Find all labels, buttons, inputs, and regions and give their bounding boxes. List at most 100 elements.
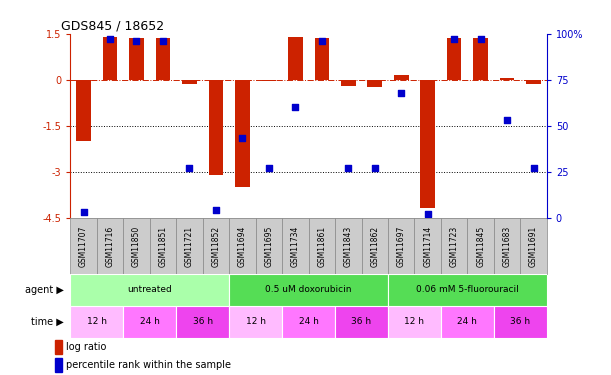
Bar: [229, 274, 388, 306]
Text: GSM11843: GSM11843: [344, 226, 353, 267]
Text: 12 h: 12 h: [87, 317, 107, 326]
Bar: [367, 80, 382, 87]
Bar: [97, 217, 123, 274]
Bar: [255, 217, 282, 274]
Bar: [55, 340, 62, 354]
Bar: [176, 217, 203, 274]
Point: [397, 90, 406, 96]
Text: GSM11695: GSM11695: [265, 226, 273, 267]
Bar: [500, 78, 514, 80]
Text: GSM11734: GSM11734: [291, 226, 300, 267]
Text: GSM11851: GSM11851: [158, 226, 167, 267]
Bar: [335, 306, 388, 338]
Text: GSM11694: GSM11694: [238, 226, 247, 267]
Text: 0.06 mM 5-fluorouracil: 0.06 mM 5-fluorouracil: [416, 285, 519, 294]
Text: 0.5 uM doxorubicin: 0.5 uM doxorubicin: [265, 285, 352, 294]
Point: [370, 165, 379, 171]
Point: [423, 211, 433, 217]
Bar: [388, 217, 414, 274]
Text: 12 h: 12 h: [246, 317, 266, 326]
Point: [502, 117, 512, 123]
Bar: [150, 217, 176, 274]
Point: [264, 165, 274, 171]
Point: [238, 135, 247, 141]
Bar: [414, 217, 441, 274]
Bar: [235, 80, 250, 187]
Bar: [70, 306, 123, 338]
Bar: [309, 217, 335, 274]
Bar: [262, 80, 276, 81]
Bar: [420, 80, 435, 209]
Bar: [441, 306, 494, 338]
Text: GSM11845: GSM11845: [476, 226, 485, 267]
Text: percentile rank within the sample: percentile rank within the sample: [66, 360, 231, 370]
Bar: [521, 217, 547, 274]
Text: GSM11714: GSM11714: [423, 226, 432, 267]
Bar: [388, 306, 441, 338]
Point: [317, 38, 327, 44]
Bar: [129, 38, 144, 80]
Text: GSM11861: GSM11861: [317, 226, 326, 267]
Text: agent ▶: agent ▶: [25, 285, 64, 295]
Point: [79, 209, 89, 215]
Bar: [70, 274, 229, 306]
Text: GSM11716: GSM11716: [106, 226, 114, 267]
Point: [476, 36, 486, 42]
Text: time ▶: time ▶: [31, 316, 64, 327]
Text: 24 h: 24 h: [299, 317, 318, 326]
Bar: [494, 217, 521, 274]
Point: [343, 165, 353, 171]
Bar: [288, 37, 302, 80]
Point: [105, 36, 115, 42]
Bar: [315, 38, 329, 80]
Text: GSM11852: GSM11852: [211, 226, 221, 267]
Bar: [176, 306, 229, 338]
Text: log ratio: log ratio: [66, 342, 106, 352]
Bar: [55, 358, 62, 372]
Bar: [362, 217, 388, 274]
Bar: [123, 217, 150, 274]
Bar: [282, 217, 309, 274]
Bar: [208, 80, 223, 175]
Bar: [123, 306, 176, 338]
Bar: [182, 80, 197, 84]
Bar: [156, 38, 170, 80]
Text: 12 h: 12 h: [404, 317, 425, 326]
Bar: [229, 306, 282, 338]
Bar: [70, 217, 97, 274]
Point: [529, 165, 538, 171]
Bar: [76, 80, 91, 141]
Bar: [103, 37, 117, 80]
Bar: [388, 274, 547, 306]
Text: GSM11697: GSM11697: [397, 226, 406, 267]
Point: [158, 38, 168, 44]
Text: 24 h: 24 h: [458, 317, 477, 326]
Bar: [494, 306, 547, 338]
Bar: [341, 80, 356, 86]
Text: untreated: untreated: [127, 285, 172, 294]
Bar: [447, 38, 461, 80]
Bar: [203, 217, 229, 274]
Bar: [441, 217, 467, 274]
Bar: [467, 217, 494, 274]
Point: [449, 36, 459, 42]
Point: [211, 207, 221, 213]
Text: GSM11683: GSM11683: [503, 226, 511, 267]
Text: GSM11691: GSM11691: [529, 226, 538, 267]
Text: 24 h: 24 h: [140, 317, 159, 326]
Bar: [394, 75, 409, 80]
Text: GSM11723: GSM11723: [450, 226, 459, 267]
Bar: [229, 217, 255, 274]
Bar: [282, 306, 335, 338]
Text: 36 h: 36 h: [510, 317, 530, 326]
Bar: [474, 38, 488, 80]
Text: GDS845 / 18652: GDS845 / 18652: [60, 20, 164, 33]
Bar: [526, 80, 541, 84]
Point: [290, 104, 300, 110]
Point: [131, 38, 141, 44]
Text: 36 h: 36 h: [192, 317, 213, 326]
Text: GSM11850: GSM11850: [132, 226, 141, 267]
Bar: [335, 217, 362, 274]
Text: GSM11862: GSM11862: [370, 226, 379, 267]
Text: GSM11721: GSM11721: [185, 226, 194, 267]
